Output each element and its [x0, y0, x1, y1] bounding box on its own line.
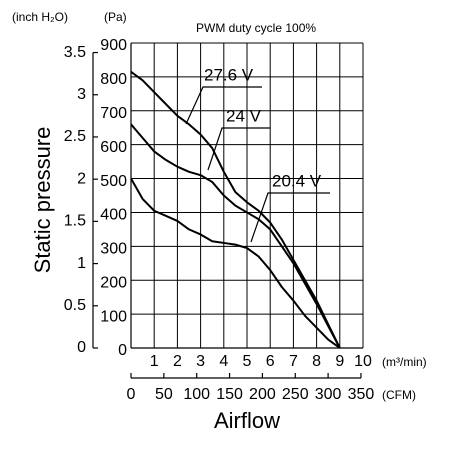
subtitle: PWM duty cycle 100% [196, 21, 316, 35]
y-unit: (Pa) [104, 10, 127, 24]
x-tick-label: 2 [173, 353, 182, 370]
y-tick-label: 800 [100, 71, 127, 88]
x2-tick-label: 350 [348, 386, 375, 403]
leader-lines [185, 86, 330, 243]
x2-tick-label: 0 [127, 386, 136, 403]
x2-tick-label: 200 [249, 386, 276, 403]
x-tick-label: 4 [219, 353, 228, 370]
y-tick-label: 200 [100, 274, 127, 291]
x-tick-label: 7 [289, 353, 298, 370]
y-tick-label: 500 [100, 173, 127, 190]
x-tick-label: 3 [196, 353, 205, 370]
y-tick-label: 600 [100, 139, 127, 156]
y2-tick-label: 3.5 [64, 44, 86, 61]
y2-tick-label: 0.5 [64, 297, 86, 314]
leader-line [207, 127, 270, 171]
x-tick-label: 5 [243, 353, 252, 370]
series-label: 27.6 V [204, 65, 254, 84]
series-line [130, 178, 341, 349]
y2-unit: (inch H₂O) [12, 10, 68, 24]
x-tick-label: 9 [335, 353, 344, 370]
leader-line [250, 192, 330, 243]
x2-tick-label: 100 [183, 386, 210, 403]
x2-tick-label: 250 [282, 386, 309, 403]
y-tick-label: 900 [100, 37, 127, 54]
y-tick-label: 100 [100, 308, 127, 325]
x2-tick-label: 150 [216, 386, 243, 403]
leader-line [185, 86, 262, 125]
y2-tick-label: 2.5 [64, 128, 86, 145]
x2-tick-label: 300 [315, 386, 342, 403]
x2-unit: (CFM) [382, 388, 416, 402]
y-tick-label: 300 [100, 241, 127, 258]
series-label: 20.4 V [272, 171, 322, 190]
series-label: 24 V [226, 106, 262, 125]
y2-tick-label: 3 [77, 86, 86, 103]
y-tick-label: 0 [118, 342, 127, 359]
y2-tick-label: 2 [77, 170, 86, 187]
x-tick-label: 1 [150, 353, 159, 370]
x-unit: (m³/min) [382, 355, 427, 369]
y2-tick-label: 1 [77, 255, 86, 272]
x2-tick-label: 50 [155, 386, 173, 403]
series-line [130, 123, 341, 349]
y2-tick-label: 0 [77, 339, 86, 356]
x-axis-label: Airflow [214, 408, 280, 433]
x-tick-label: 6 [266, 353, 275, 370]
y-tick-label: 400 [100, 207, 127, 224]
y-axis-label: Static pressure [30, 127, 55, 274]
x-tick-label: 10 [354, 353, 372, 370]
y-tick-label: 700 [100, 105, 127, 122]
y2-tick-label: 1.5 [64, 213, 86, 230]
x-tick-label: 8 [312, 353, 321, 370]
series-line [130, 70, 341, 349]
